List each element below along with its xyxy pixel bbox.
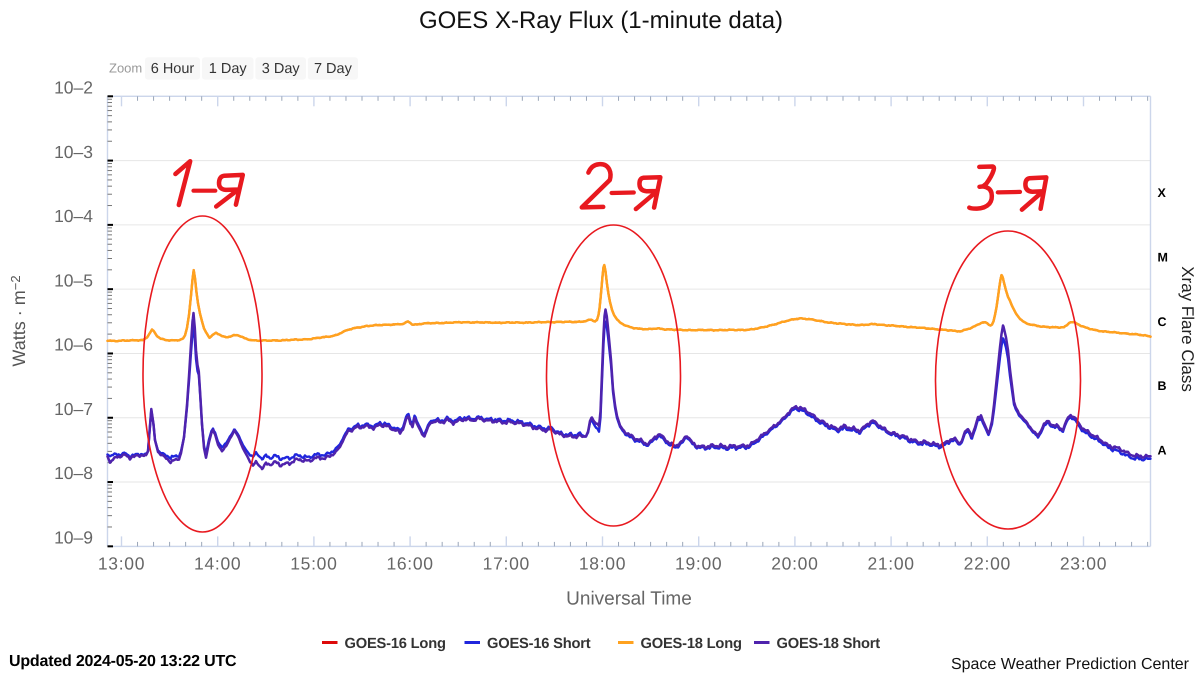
svg-text:10–7: 10–7 xyxy=(54,399,93,419)
svg-text:17:00: 17:00 xyxy=(483,554,530,574)
svg-text:14:00: 14:00 xyxy=(194,554,241,574)
svg-text:M: M xyxy=(1158,251,1168,265)
svg-text:Updated 2024-05-20 13:22 UTC: Updated 2024-05-20 13:22 UTC xyxy=(9,653,237,670)
svg-text:Watts · m−2: Watts · m−2 xyxy=(8,275,29,366)
svg-text:Space Weather Prediction Cente: Space Weather Prediction Center xyxy=(951,656,1190,673)
svg-text:20:00: 20:00 xyxy=(771,554,818,574)
svg-text:10–6: 10–6 xyxy=(54,335,93,355)
svg-text:10–5: 10–5 xyxy=(54,270,93,290)
svg-text:GOES-16 Long: GOES-16 Long xyxy=(345,636,446,652)
svg-text:22:00: 22:00 xyxy=(964,554,1011,574)
svg-text:GOES-18 Long: GOES-18 Long xyxy=(641,636,742,652)
svg-text:23:00: 23:00 xyxy=(1060,554,1107,574)
svg-text:10–9: 10–9 xyxy=(54,528,93,548)
svg-text:Zoom: Zoom xyxy=(109,61,142,76)
svg-text:10–3: 10–3 xyxy=(54,142,93,162)
svg-text:10–2: 10–2 xyxy=(54,78,93,98)
svg-text:GOES-16 Short: GOES-16 Short xyxy=(487,636,591,652)
svg-text:C: C xyxy=(1158,315,1167,329)
svg-text:6 Hour: 6 Hour xyxy=(151,61,195,77)
svg-text:GOES X-Ray Flux (1-minute data: GOES X-Ray Flux (1-minute data) xyxy=(419,7,783,34)
svg-text:21:00: 21:00 xyxy=(867,554,914,574)
svg-text:B: B xyxy=(1158,379,1167,393)
svg-text:16:00: 16:00 xyxy=(386,554,433,574)
svg-text:10–4: 10–4 xyxy=(54,206,93,226)
svg-text:X: X xyxy=(1158,186,1167,200)
svg-text:A: A xyxy=(1158,443,1167,457)
svg-text:19:00: 19:00 xyxy=(675,554,722,574)
svg-text:Universal Time: Universal Time xyxy=(566,589,692,610)
svg-text:18:00: 18:00 xyxy=(579,554,626,574)
svg-text:10–8: 10–8 xyxy=(54,463,93,483)
svg-text:15:00: 15:00 xyxy=(290,554,337,574)
svg-text:13:00: 13:00 xyxy=(98,554,145,574)
svg-text:3 Day: 3 Day xyxy=(262,61,301,77)
svg-text:7 Day: 7 Day xyxy=(314,61,353,77)
svg-text:GOES-18 Short: GOES-18 Short xyxy=(777,636,881,652)
svg-text:Xray Flare Class: Xray Flare Class xyxy=(1178,266,1197,392)
svg-text:1 Day: 1 Day xyxy=(209,61,248,77)
